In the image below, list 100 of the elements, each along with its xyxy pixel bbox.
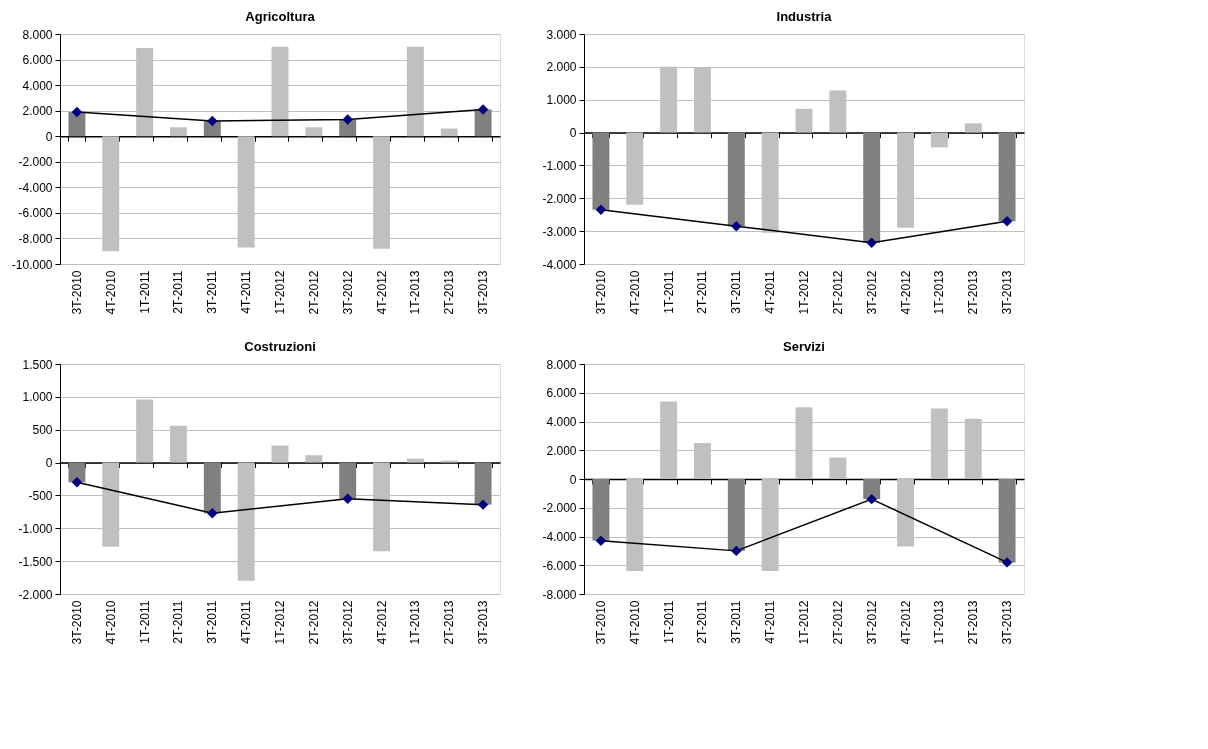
x-tick-label: 1T-2012 xyxy=(273,270,287,315)
x-tick-label: 1T-2013 xyxy=(408,270,423,315)
x-tick-label: 1T-2011 xyxy=(137,600,152,644)
y-tick-label: 8.000 xyxy=(22,27,53,42)
y-tick-label: 500 xyxy=(32,423,53,438)
x-tick-label: 2T-2011 xyxy=(171,270,186,314)
y-tick-label: -3.000 xyxy=(542,224,577,239)
y-tick-label: -10.000 xyxy=(11,257,53,272)
x-tick-label: 3T-2011 xyxy=(205,270,220,314)
y-tick-label: -2.000 xyxy=(18,155,53,170)
bar xyxy=(474,462,492,505)
y-tick-label: -1.500 xyxy=(18,554,53,569)
chart-title: Costruzioni xyxy=(244,339,316,354)
x-tick-label: 4T-2011 xyxy=(763,600,778,644)
x-tick-label: 4T-2010 xyxy=(103,270,118,315)
x-tick-label: 1T-2013 xyxy=(932,270,947,315)
bar xyxy=(271,445,289,463)
x-tick-label: 3T-2012 xyxy=(340,600,355,645)
bar xyxy=(170,127,187,137)
y-tick-label: -2.000 xyxy=(542,191,577,206)
x-tick-label: 2T-2012 xyxy=(830,270,845,315)
bar xyxy=(305,127,323,137)
bar xyxy=(203,462,221,514)
x-tick-label: 3T-2012 xyxy=(340,270,355,315)
y-tick-label: 3.000 xyxy=(546,27,577,42)
y-tick-label: 4.000 xyxy=(546,415,577,429)
bar xyxy=(930,132,948,148)
y-tick-label: -8.000 xyxy=(18,231,53,246)
x-tick-label: 4T-2010 xyxy=(627,270,642,315)
y-tick-label: 0 xyxy=(569,472,577,487)
x-tick-label: 2T-2013 xyxy=(442,270,457,315)
bar xyxy=(863,132,881,243)
y-tick-label: -2.000 xyxy=(18,587,53,602)
y-tick-label: 1.500 xyxy=(22,357,53,372)
x-tick-label: 4T-2010 xyxy=(103,600,118,645)
x-tick-label: 2T-2011 xyxy=(695,600,710,644)
y-tick-label: 0 xyxy=(45,129,53,144)
x-tick-label: 4T-2011 xyxy=(763,270,778,314)
y-tick-label: -6.000 xyxy=(18,206,53,221)
y-tick-label: -4.000 xyxy=(18,180,53,195)
y-tick-label: -2.000 xyxy=(542,501,577,516)
x-tick-label: 3T-2010 xyxy=(593,270,608,315)
y-tick-label: -8.000 xyxy=(542,587,577,602)
x-tick-label: 4T-2011 xyxy=(239,270,254,314)
y-tick-label: 0 xyxy=(45,456,53,471)
x-tick-label: 2T-2012 xyxy=(306,270,321,315)
bar xyxy=(795,108,813,133)
y-tick-label: 1.000 xyxy=(546,93,577,108)
y-tick-label: 2.000 xyxy=(546,443,577,458)
bar xyxy=(727,132,745,227)
y-tick-label: 0 xyxy=(569,126,577,141)
y-tick-label: 6.000 xyxy=(546,386,577,401)
x-tick-label: 2T-2013 xyxy=(966,600,981,645)
bar xyxy=(863,479,881,500)
chart-title: Industria xyxy=(776,9,833,24)
x-tick-label: 2T-2011 xyxy=(171,600,186,644)
x-tick-label: 1T-2011 xyxy=(661,270,676,314)
x-tick-label: 4T-2010 xyxy=(627,600,642,645)
x-tick-label: 4T-2011 xyxy=(239,600,254,644)
bar xyxy=(68,111,86,137)
x-tick-label: 3T-2013 xyxy=(1000,600,1015,645)
y-tick-label: -6.000 xyxy=(542,558,577,573)
bar xyxy=(592,132,610,210)
x-tick-label: 2T-2013 xyxy=(442,600,457,645)
y-tick-label: -500 xyxy=(28,488,53,503)
bar xyxy=(998,479,1016,563)
x-tick-label: 3T-2012 xyxy=(864,270,879,315)
x-tick-label: 1T-2011 xyxy=(661,600,676,644)
y-tick-label: 8.000 xyxy=(546,357,577,372)
bar xyxy=(305,455,323,463)
x-tick-label: 3T-2010 xyxy=(593,600,608,645)
x-tick-label: 1T-2013 xyxy=(932,600,947,645)
x-tick-label: 2T-2013 xyxy=(966,270,981,315)
x-tick-label: 3T-2011 xyxy=(729,270,744,314)
y-tick-label: 1.000 xyxy=(22,390,53,405)
x-tick-label: 3T-2013 xyxy=(1000,270,1015,315)
x-tick-label: 2T-2011 xyxy=(695,270,710,314)
chart-title: Servizi xyxy=(783,339,825,354)
bar xyxy=(592,479,610,541)
y-tick-label: -4.000 xyxy=(542,257,577,272)
bar xyxy=(68,462,86,483)
bar xyxy=(406,458,424,463)
x-tick-label: 3T-2010 xyxy=(69,270,84,315)
x-tick-label: 1T-2012 xyxy=(797,600,811,645)
y-tick-label: 6.000 xyxy=(22,53,53,68)
x-tick-label: 3T-2012 xyxy=(864,600,879,645)
x-tick-label: 2T-2012 xyxy=(306,600,321,645)
y-tick-label: 4.000 xyxy=(22,78,53,93)
x-tick-label: 3T-2011 xyxy=(205,600,220,644)
x-tick-label: 2T-2012 xyxy=(830,600,845,645)
x-tick-label: 3T-2011 xyxy=(729,600,744,644)
bar xyxy=(998,132,1016,222)
x-tick-label: 3T-2010 xyxy=(69,600,84,645)
chart-title: Agricoltura xyxy=(245,9,316,24)
bar xyxy=(964,123,982,133)
x-tick-label: 4T-2012 xyxy=(898,600,913,645)
bar xyxy=(727,479,745,551)
x-tick-label: 4T-2012 xyxy=(374,270,389,315)
x-tick-label: 4T-2012 xyxy=(374,600,389,645)
x-tick-label: 3T-2013 xyxy=(476,600,491,645)
